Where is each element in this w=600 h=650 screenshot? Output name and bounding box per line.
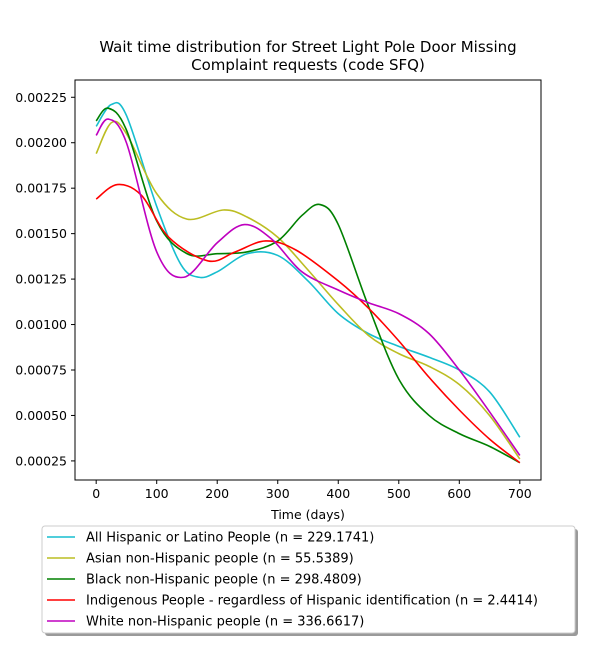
series-line-1 (95, 120, 521, 460)
y-tick-label: 0.00125 (15, 272, 67, 287)
x-tick-label: 100 (145, 486, 169, 501)
y-tick-label: 0.00225 (15, 90, 67, 105)
legend-entry-4: White non-Hispanic people (n = 336.6617) (86, 615, 364, 630)
chart-title-line-2: Complaint requests (code SFQ) (191, 56, 425, 74)
series-line-0 (95, 101, 521, 438)
x-tick-label: 300 (266, 486, 290, 501)
x-axis: 0 100 200 300 400 500 600 700 (92, 480, 532, 501)
legend-entry-0: All Hispanic or Latino People (n = 229.1… (86, 531, 374, 546)
legend-box (41, 525, 576, 634)
plot-area (95, 101, 521, 464)
x-axis-label: Time (days) (270, 507, 345, 522)
legend: All Hispanic or Latino People (n = 229.1… (41, 525, 578, 636)
y-tick-label: 0.00150 (15, 226, 67, 241)
axes-frame (74, 79, 542, 481)
y-tick-label: 0.00025 (15, 453, 67, 468)
x-tick-label: 500 (387, 486, 411, 501)
series-line-2 (95, 107, 521, 464)
x-tick-label: 600 (447, 486, 471, 501)
series-line-3 (95, 183, 521, 464)
y-tick-label: 0.00175 (15, 181, 67, 196)
legend-entry-2: Black non-Hispanic people (n = 298.4809) (86, 573, 362, 588)
x-tick-label: 400 (326, 486, 350, 501)
y-tick-label: 0.00050 (15, 408, 67, 423)
y-tick-label: 0.00075 (15, 363, 67, 378)
x-tick-label: 200 (205, 486, 229, 501)
series-line-4 (95, 118, 521, 456)
chart-title-line-1: Wait time distribution for Street Light … (99, 38, 516, 56)
x-tick-label: 0 (92, 486, 100, 501)
legend-entry-1: Asian non-Hispanic people (n = 55.5389) (86, 552, 354, 567)
y-tick-label: 0.00100 (15, 317, 67, 332)
y-tick-label: 0.00200 (15, 135, 67, 150)
y-axis: 0.00025 0.00050 0.00075 0.00100 0.00125 0.001… (15, 90, 75, 468)
x-tick-label: 700 (508, 486, 532, 501)
legend-entry-3: Indigenous People - regardless of Hispan… (86, 594, 538, 609)
